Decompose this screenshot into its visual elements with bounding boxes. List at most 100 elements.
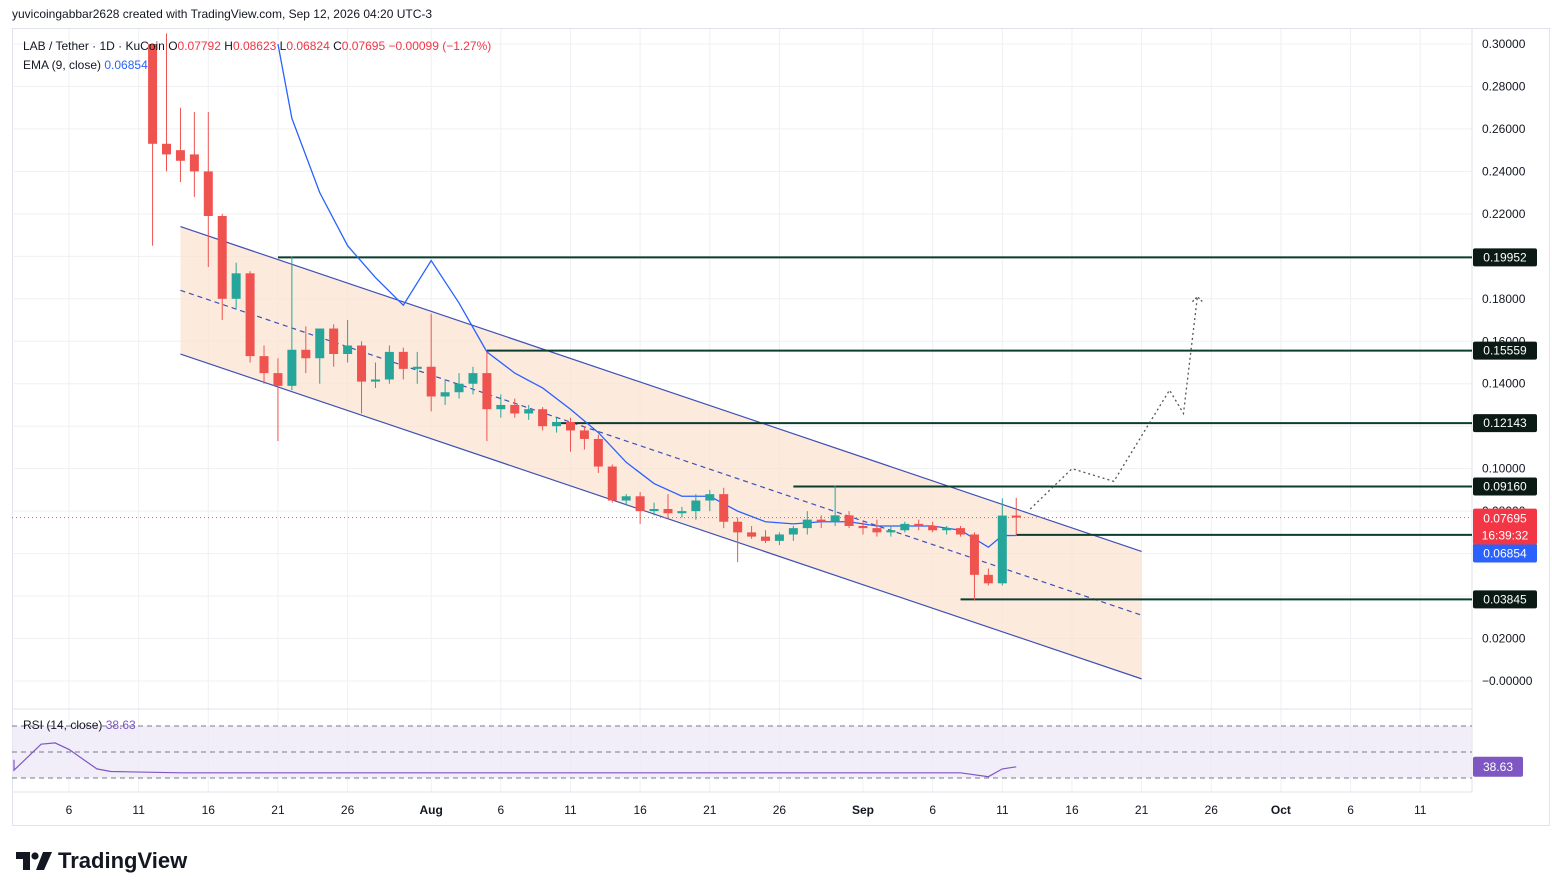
- candle: [565, 417, 575, 452]
- x-tick-label: 16: [633, 803, 647, 817]
- candle: [231, 262, 241, 310]
- candle: [301, 326, 311, 374]
- candle-body: [719, 494, 729, 522]
- ema-price-tag: 0.06854: [1483, 546, 1527, 560]
- candle-body: [301, 349, 311, 359]
- low-value: 0.06824: [286, 39, 330, 53]
- x-tick-label: 11: [1414, 803, 1427, 817]
- candle-body: [872, 528, 882, 533]
- candle-body: [287, 349, 297, 386]
- rsi-pane: [12, 725, 1472, 779]
- candle-body: [844, 515, 854, 526]
- candle: [273, 358, 283, 442]
- candle-body: [886, 530, 896, 533]
- candle: [844, 511, 854, 529]
- x-tick-label: 26: [1205, 803, 1219, 817]
- candle: [315, 328, 325, 384]
- candle-body: [329, 328, 339, 355]
- candle: [872, 519, 882, 537]
- candle: [677, 506, 687, 518]
- rsi-value: 38.63: [105, 718, 136, 732]
- candle: [148, 44, 158, 246]
- rsi-legend[interactable]: RSI (14, close) 38.63: [23, 718, 136, 732]
- candle: [579, 426, 589, 450]
- candle: [719, 487, 729, 529]
- candle-body: [565, 421, 575, 431]
- y-tick-label: 0.02000: [1482, 632, 1526, 646]
- x-tick-label: Aug: [420, 803, 443, 817]
- candle-body: [788, 528, 798, 535]
- chart-credit: yuvicoingabbar2628 created with TradingV…: [12, 7, 433, 21]
- candle-body: [482, 373, 492, 410]
- candle-body: [440, 392, 450, 397]
- candle-body: [607, 466, 617, 501]
- candle-body: [942, 528, 952, 531]
- y-tick-label: 0.14000: [1482, 377, 1526, 391]
- candle: [468, 366, 478, 395]
- y-tick-label: 0.18000: [1482, 292, 1526, 306]
- y-tick-label: 0.30000: [1482, 37, 1526, 51]
- candle: [454, 373, 464, 399]
- candle-body: [774, 534, 784, 541]
- candle-body: [914, 523, 924, 526]
- high-label: H: [224, 39, 233, 53]
- symbol-label[interactable]: LAB / Tether · 1D · KuCoin: [23, 39, 165, 53]
- candle: [816, 515, 826, 529]
- rsi-line: [13, 742, 1017, 778]
- candle-body: [245, 273, 255, 357]
- y-tick-label: 0.26000: [1482, 122, 1526, 136]
- candle-body: [189, 154, 199, 172]
- candle-body: [315, 328, 325, 359]
- x-tick-label: Sep: [852, 803, 874, 817]
- tradingview-logo-icon: [16, 852, 52, 870]
- y-tick-label: 0.28000: [1482, 79, 1526, 93]
- candle-body: [816, 519, 826, 522]
- candle-body: [621, 496, 631, 501]
- candle-body: [635, 496, 645, 512]
- x-tick-label: 21: [271, 803, 285, 817]
- candle: [969, 532, 979, 601]
- candle-body: [593, 438, 603, 467]
- candle-body: [426, 366, 436, 397]
- candle-body: [552, 421, 562, 427]
- candle: [496, 394, 506, 418]
- candle: [357, 341, 367, 414]
- candle: [858, 521, 868, 535]
- candle: [524, 404, 534, 420]
- candle: [802, 511, 812, 535]
- candle: [538, 407, 548, 431]
- candle: [928, 521, 938, 533]
- candle: [259, 345, 269, 384]
- price-tags: 0.19952 0.15559 0.12143 0.09160 0.03845 0.068…: [1473, 248, 1537, 777]
- candle-body: [579, 430, 589, 439]
- candle: [189, 111, 199, 197]
- candle: [203, 111, 213, 267]
- candle: [705, 489, 715, 512]
- candle: [329, 324, 339, 367]
- x-tick-label: 6: [497, 803, 504, 817]
- candle: [830, 485, 840, 526]
- ema-legend[interactable]: EMA (9, close) 0.06854: [23, 58, 148, 72]
- tradingview-logo[interactable]: TradingView: [16, 848, 187, 874]
- candle-body: [677, 511, 687, 514]
- candle-body: [649, 509, 659, 512]
- grid: [12, 29, 1473, 793]
- projection-line: [1029, 296, 1199, 510]
- candle-body: [217, 215, 227, 299]
- candle: [175, 107, 185, 183]
- level-price-tag: 0.12143: [1483, 416, 1527, 430]
- candle: [607, 464, 617, 503]
- rsi-tag: 38.63: [1483, 760, 1513, 774]
- candle-body: [398, 351, 408, 369]
- candle: [245, 271, 255, 363]
- candle: [510, 398, 520, 418]
- level-price-tag-bg: [1473, 248, 1537, 267]
- candle-body: [468, 373, 478, 384]
- level-price-tag-bg: [1473, 590, 1537, 609]
- level-price-tag: 0.15559: [1483, 344, 1527, 358]
- candle: [886, 525, 896, 537]
- ohlc-legend: LAB / Tether · 1D · KuCoin O0.07792 H0.0…: [23, 39, 491, 53]
- logo-text: TradingView: [58, 848, 188, 873]
- candle: [691, 494, 701, 520]
